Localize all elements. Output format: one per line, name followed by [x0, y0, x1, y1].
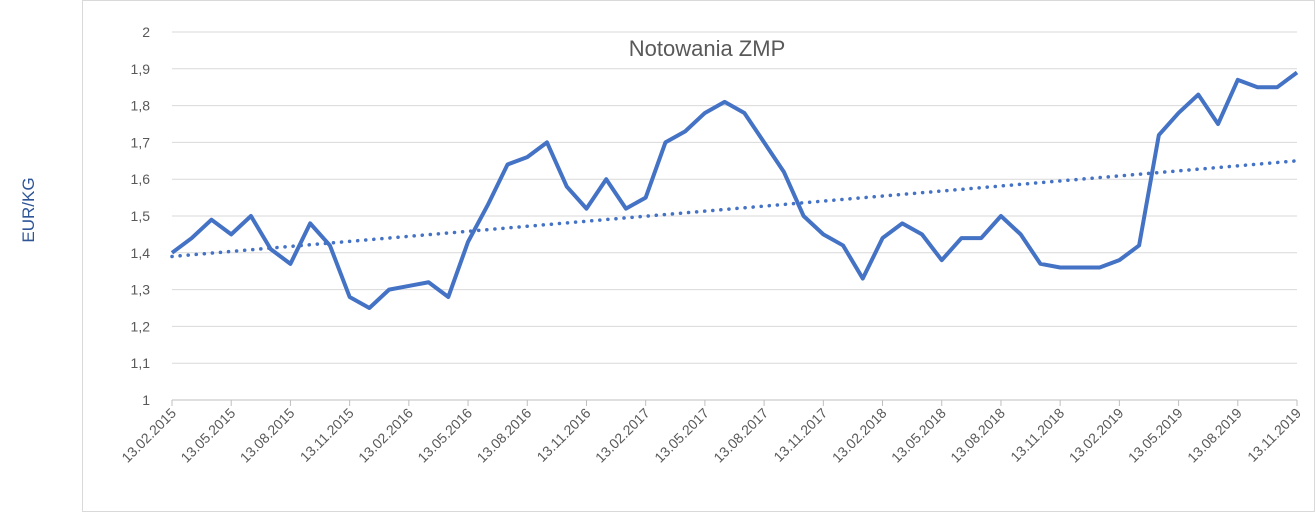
- chart-title: Notowania ZMP: [629, 36, 786, 61]
- y-axis-label: EUR/KG: [19, 177, 38, 242]
- chart-frame: [82, 0, 1315, 512]
- trendline: [170, 159, 1299, 259]
- y-tick-label: 1,5: [131, 208, 151, 224]
- y-tick-label: 1,1: [131, 355, 151, 371]
- y-tick-label: 1,6: [131, 171, 151, 187]
- y-tick-label: 1,9: [131, 61, 151, 77]
- y-tick-label: 1,4: [131, 245, 151, 261]
- y-tick-label: 1: [142, 392, 150, 408]
- data-line: [170, 70, 1299, 310]
- y-tick-label: 1,8: [131, 98, 151, 114]
- y-tick-label: 1,3: [131, 282, 151, 298]
- y-tick-label: 2: [142, 24, 150, 40]
- y-tick-label: 1,7: [131, 134, 151, 150]
- y-tick-label: 1,2: [131, 318, 151, 334]
